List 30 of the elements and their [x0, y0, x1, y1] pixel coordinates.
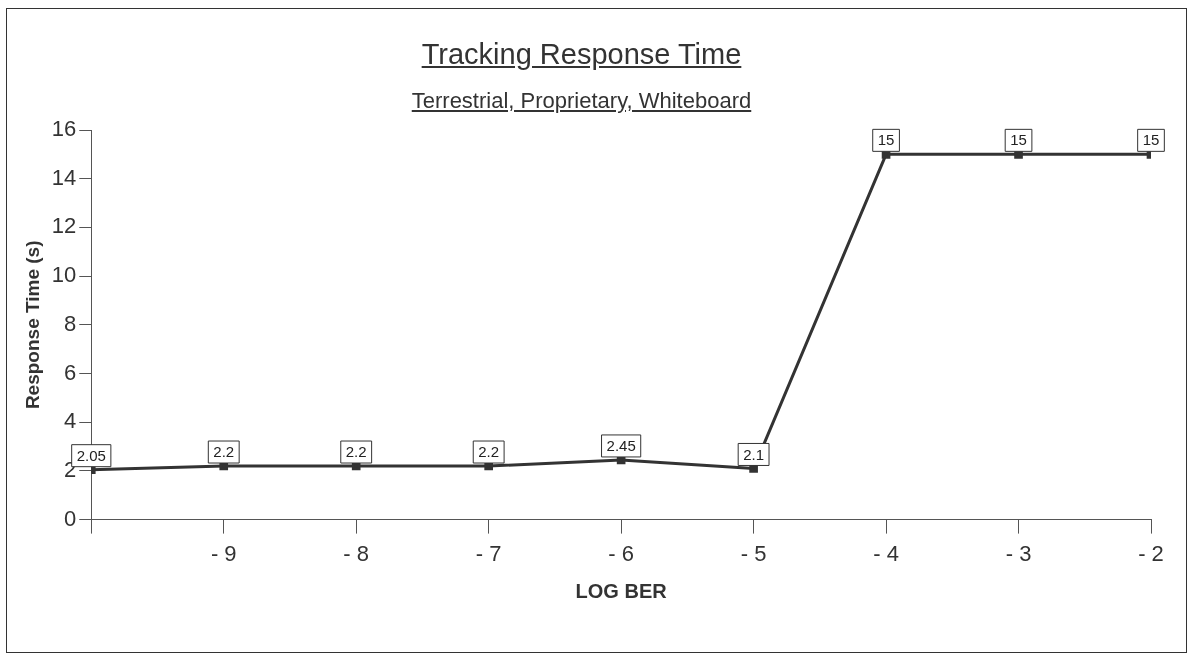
x-tick-label: - 3	[1005, 540, 1032, 566]
x-tick-label: - 7	[475, 540, 502, 566]
x-tick-label: - 4	[873, 540, 899, 566]
data-label: 2.2	[213, 443, 235, 461]
point	[1014, 150, 1023, 159]
y-tick-label: 10	[51, 262, 77, 288]
x-tick-label: - 5	[740, 540, 767, 566]
chart-subtitle: Terrestrial, Proprietary, Whiteboard	[410, 88, 753, 114]
chart-title: Tracking Response Time	[420, 38, 743, 71]
x-tick-label: - 2	[1138, 540, 1164, 566]
y-tick-label: 16	[51, 116, 77, 142]
data-label: 15	[1010, 131, 1027, 149]
y-tick-label: 12	[51, 213, 77, 239]
y-tick-label: 8	[64, 310, 77, 336]
y-tick-label: 0	[64, 505, 77, 531]
data-label: 15	[1142, 131, 1160, 149]
x-axis-title: LOG BER	[575, 579, 668, 602]
y-axis-title: Response Time (s)	[21, 240, 43, 410]
y-tick-label: 4	[64, 408, 77, 434]
y-tick-label: 6	[64, 359, 77, 385]
x-tick-label: - 9	[210, 540, 237, 566]
data-label: 2.2	[345, 443, 367, 461]
x-tick-label: - 8	[343, 540, 370, 566]
data-label: 15	[877, 131, 895, 149]
x-tick-label: - 6	[608, 540, 634, 566]
data-label: 2.05	[76, 446, 106, 464]
data-label: 2.45	[606, 437, 636, 455]
data-label: 2.2	[478, 443, 500, 461]
data-label: 2.1	[743, 445, 765, 463]
y-tick-label: 14	[51, 164, 77, 190]
